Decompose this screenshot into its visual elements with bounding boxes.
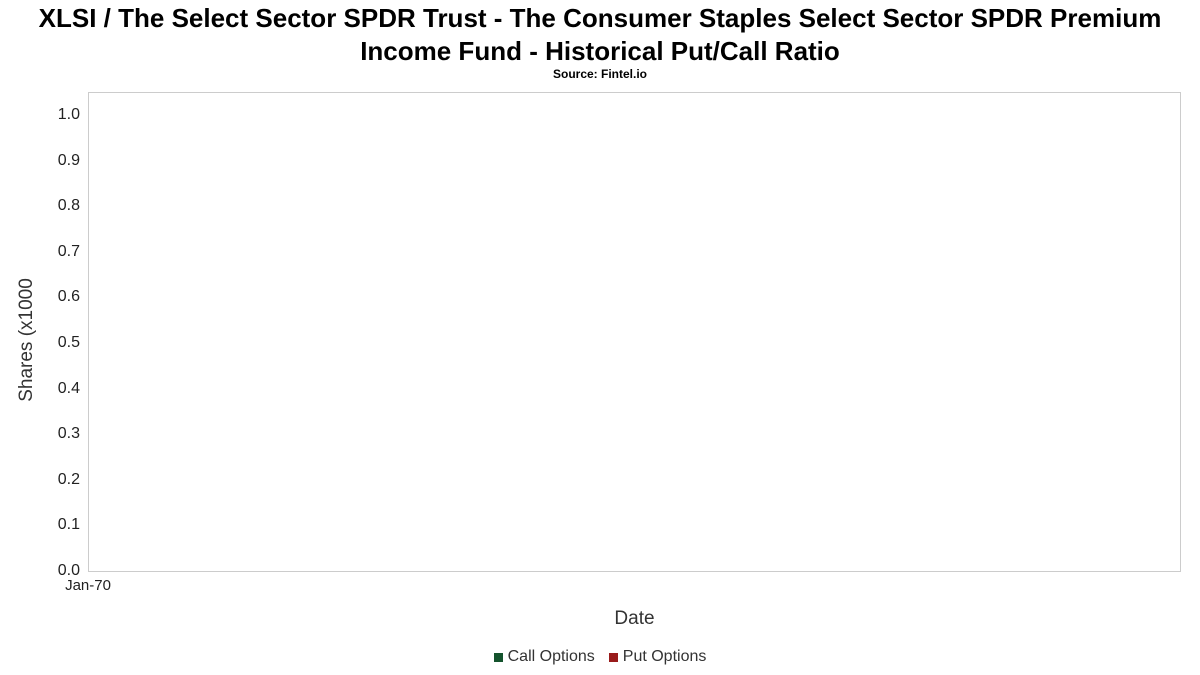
y-tick-label: 0.1	[57, 516, 80, 533]
chart-subtitle: Source: Fintel.io	[552, 67, 647, 81]
y-tick-label: 0.2	[57, 471, 80, 488]
y-tick-label: 0.0	[57, 562, 80, 579]
call-options-swatch-icon	[493, 652, 503, 662]
plot-area	[88, 92, 1181, 572]
legend-item-call-options: Call Options	[493, 648, 595, 666]
x-axis-label: Date	[614, 608, 655, 629]
put-options-swatch-icon	[608, 652, 618, 662]
y-tick-label: 0.9	[57, 152, 80, 169]
chart-legend: Call Options Put Options	[0, 648, 1200, 666]
chart-title: XLSI / The Select Sector SPDR Trust - Th…	[38, 3, 1162, 66]
legend-label-call-options: Call Options	[507, 648, 595, 665]
y-tick-label: 0.5	[57, 334, 80, 351]
legend-item-put-options: Put Options	[608, 648, 707, 666]
y-tick-label: 0.6	[57, 288, 80, 305]
x-tick-label: Jan-70	[65, 577, 111, 594]
y-tick-label: 1.0	[57, 106, 80, 123]
y-axis-label: Shares (x1000	[16, 278, 37, 402]
y-tick-label: 0.7	[57, 243, 80, 260]
y-tick-label: 0.8	[57, 197, 80, 214]
y-tick-label: 0.3	[57, 425, 80, 442]
legend-label-put-options: Put Options	[622, 648, 707, 665]
y-tick-label: 0.4	[57, 380, 80, 397]
